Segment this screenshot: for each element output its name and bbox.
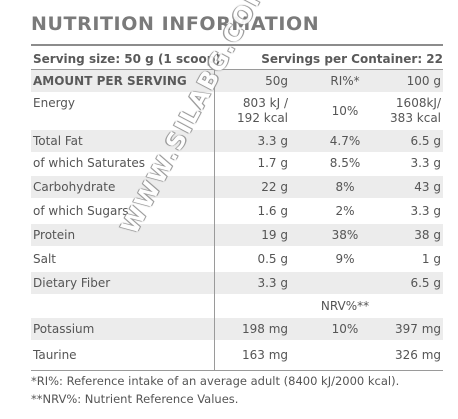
ri-value: 38% — [331, 228, 359, 242]
ri-value: 8% — [335, 180, 355, 194]
header-per-serving: 50g — [265, 74, 288, 88]
table-row: Protein 19 g 38% 38 g — [31, 224, 443, 246]
table-title: NUTRITION INFORMATION — [31, 13, 320, 35]
servings-per-container: Servings per Container: 22 — [261, 52, 443, 66]
header-amount-per-serving: AMOUNT PER SERVING — [33, 74, 187, 88]
table-header-row: AMOUNT PER SERVING 50g RI%* 100 g — [31, 70, 443, 92]
table-row: NRV%** — [31, 296, 443, 316]
table-row: Dietary Fiber 3.3 g 6.5 g — [31, 272, 443, 294]
per-100g-value: 326 mg — [394, 348, 441, 362]
ri-value: 10% — [331, 104, 359, 118]
per-100g-value: 43 g — [414, 180, 441, 194]
per-100g-value: 1 g — [421, 252, 441, 266]
per-serving-value: 803 kJ / — [242, 96, 288, 110]
per-100g-value: 6.5 g — [410, 276, 441, 290]
row-label: of which Saturates — [33, 156, 146, 170]
row-label: Carbohydrate — [33, 180, 116, 194]
per-100g-value: 1608kJ/ — [395, 96, 441, 110]
per-100g-value: 397 mg — [394, 322, 441, 336]
ri-value: NRV%** — [320, 299, 370, 313]
row-label: Salt — [33, 252, 57, 266]
per-100g-value: 3.3 g — [410, 204, 441, 218]
table-row: Energy 803 kJ /192 kcal 10% 1608kJ/383 kcal — [31, 94, 443, 128]
per-serving-value: 192 kcal — [237, 111, 288, 125]
table-row: Salt 0.5 g 9% 1 g — [31, 248, 443, 270]
per-serving-value: 0.5 g — [257, 252, 288, 266]
per-serving-value: 3.3 g — [257, 134, 288, 148]
per-serving-value: 198 mg — [241, 322, 288, 336]
serving-size: Serving size: 50 g (1 scoop) — [33, 52, 221, 66]
per-100g-value: 383 kcal — [390, 111, 441, 125]
table-row: of which Sugars 1.6 g 2% 3.3 g — [31, 200, 443, 222]
per-serving-value: 1.6 g — [257, 204, 288, 218]
per-serving-value: 22 g — [261, 180, 288, 194]
per-serving-value: 3.3 g — [257, 276, 288, 290]
table-row: Taurine 163 mg 326 mg — [31, 342, 443, 368]
header-ri: RI%* — [330, 74, 360, 88]
per-serving-value: 19 g — [261, 228, 288, 242]
row-label: Taurine — [33, 348, 77, 362]
table-row: Total Fat 3.3 g 4.7% 6.5 g — [31, 130, 443, 152]
row-label: of which Sugars — [33, 204, 129, 218]
table-row: Carbohydrate 22 g 8% 43 g — [31, 176, 443, 198]
table-row: of which Saturates 1.7 g 8.5% 3.3 g — [31, 152, 443, 174]
per-serving-value: 1.7 g — [257, 156, 288, 170]
row-label: Dietary Fiber — [33, 276, 111, 290]
footnote-ri: *RI%: Reference intake of an average adu… — [31, 374, 400, 388]
header-per-100g: 100 g — [406, 74, 441, 88]
footnote-nrv: **NRV%: Nutrient Reference Values. — [31, 392, 239, 406]
column-divider-1 — [214, 70, 215, 370]
ri-value: 4.7% — [329, 134, 361, 148]
table-row: Potassium 198 mg 10% 397 mg — [31, 318, 443, 340]
bottom-divider — [31, 370, 443, 371]
ri-value: 2% — [335, 204, 355, 218]
per-serving-value: 163 mg — [241, 348, 288, 362]
row-label: Protein — [33, 228, 76, 242]
row-label: Total Fat — [33, 134, 83, 148]
ri-value: 10% — [331, 322, 359, 336]
per-100g-value: 6.5 g — [410, 134, 441, 148]
per-100g-value: 38 g — [414, 228, 441, 242]
ri-value: 8.5% — [329, 156, 361, 170]
top-divider — [31, 44, 443, 46]
serving-divider — [31, 69, 443, 70]
row-label: Potassium — [33, 322, 95, 336]
row-label: Energy — [33, 96, 76, 110]
ri-value: 9% — [335, 252, 355, 266]
per-100g-value: 3.3 g — [410, 156, 441, 170]
